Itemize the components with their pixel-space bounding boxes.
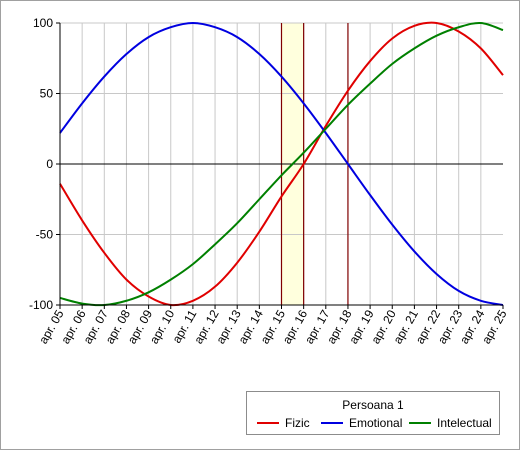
y-tick-labels: 100 50 0 -50 -100 [29, 16, 53, 312]
legend-label-fizic: Fizic [285, 416, 310, 430]
y-tick-label: 0 [46, 157, 53, 171]
legend-label-emotional: Emotional [349, 416, 403, 430]
series-layer [59, 21, 504, 307]
legend-item-intelectual: Intelectual [409, 416, 492, 430]
legend-swatch-fizic [257, 422, 279, 424]
legend: Persoana 1 Fizic Emotional Intelectual [246, 391, 500, 435]
legend-title: Persoana 1 [342, 398, 404, 412]
legend-label-intelectual: Intelectual [437, 416, 492, 430]
y-tick-label: 100 [33, 16, 53, 30]
legend-swatch-emotional [321, 422, 343, 424]
series-line-intelectual [59, 21, 504, 307]
legend-swatch-intelectual [409, 422, 431, 424]
series-line-fizic [59, 21, 504, 307]
legend-item-emotional: Emotional [321, 416, 402, 430]
y-tick-label: -50 [36, 228, 54, 242]
y-tick-label: -100 [29, 298, 53, 312]
series-line-emotional [59, 22, 504, 306]
legend-item-fizic: Fizic [257, 416, 310, 430]
axis-layer [56, 22, 504, 309]
y-tick-label: 50 [40, 87, 54, 101]
